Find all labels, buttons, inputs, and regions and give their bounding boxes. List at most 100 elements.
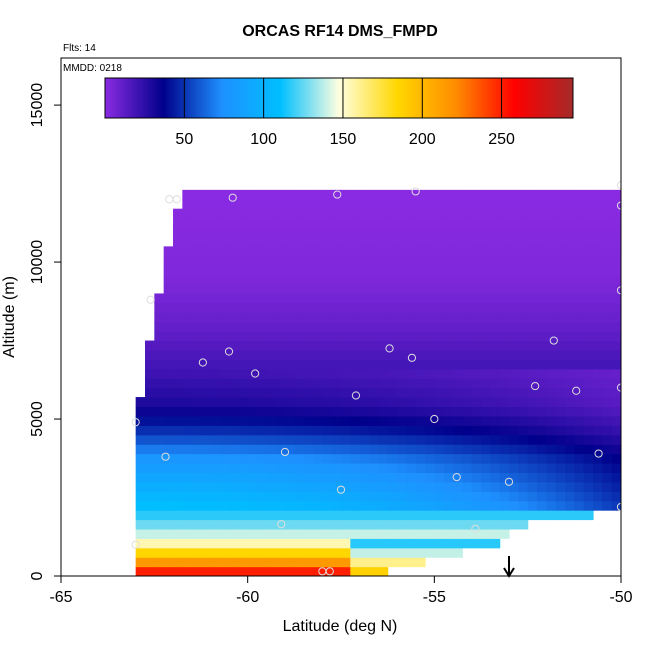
heatmap-cell	[201, 218, 211, 229]
heatmap-cell	[303, 349, 314, 360]
heatmap-cell	[415, 189, 426, 200]
heatmap-cell	[210, 425, 221, 436]
heatmap-cell	[611, 462, 621, 473]
heatmap-cell	[425, 218, 435, 229]
heatmap-cell	[350, 255, 361, 266]
heatmap-cell	[257, 481, 267, 492]
heatmap-cell	[154, 519, 165, 530]
heatmap-cell	[247, 359, 258, 370]
heatmap-cell	[527, 218, 538, 229]
heatmap-cell	[471, 397, 482, 408]
heatmap-cell	[303, 397, 314, 408]
heatmap-cell	[574, 500, 585, 511]
heatmap-cell	[331, 359, 342, 370]
heatmap-cell	[453, 444, 463, 455]
heatmap-cell	[425, 321, 435, 332]
heatmap-cell	[471, 236, 482, 247]
heatmap-cell	[154, 462, 165, 473]
heatmap-cell	[471, 189, 482, 200]
sample-point	[572, 386, 581, 395]
heatmap-cell	[369, 528, 379, 539]
heatmap-cell	[387, 236, 398, 247]
heatmap-cell	[555, 510, 566, 521]
heatmap-cell	[555, 274, 566, 285]
heatmap-cell	[397, 255, 407, 266]
heatmap-cell	[397, 227, 407, 238]
heatmap-cell	[518, 302, 529, 313]
heatmap-cell	[247, 368, 258, 379]
heatmap-cell	[229, 425, 239, 436]
heatmap-cell	[285, 312, 295, 323]
heatmap-cell	[341, 265, 351, 276]
heatmap-cell	[266, 199, 277, 210]
heatmap-cell	[247, 246, 258, 257]
heatmap-cell	[322, 387, 333, 398]
heatmap-cell	[191, 491, 202, 502]
heatmap-cell	[555, 189, 566, 200]
heatmap-cell	[238, 208, 249, 219]
heatmap-cell	[471, 500, 482, 511]
heatmap-cell	[350, 481, 361, 492]
heatmap-cell	[257, 208, 267, 219]
heatmap-cell	[210, 340, 221, 351]
heatmap-cell	[425, 472, 435, 483]
heatmap-cell	[499, 378, 510, 389]
heatmap-cell	[229, 481, 239, 492]
heatmap-cell	[145, 387, 155, 398]
heatmap-cell	[135, 434, 146, 445]
heatmap-cell	[499, 500, 510, 511]
colorbar-tick-label-150: 150	[330, 131, 357, 148]
heatmap-cell	[415, 302, 426, 313]
heatmap-cell	[406, 406, 417, 417]
heatmap-cell	[481, 302, 491, 313]
heatmap-cell	[294, 265, 305, 276]
heatmap-cell	[350, 349, 361, 360]
heatmap-cell	[555, 500, 566, 511]
heatmap-cell	[303, 519, 314, 530]
heatmap-cell	[238, 340, 249, 351]
heatmap-cell	[499, 218, 510, 229]
heatmap-cell	[266, 246, 277, 257]
heatmap-cell	[499, 387, 510, 398]
heatmap-cell	[490, 425, 501, 436]
heatmap-cell	[275, 302, 286, 313]
heatmap-cell	[518, 397, 529, 408]
heatmap-cell	[173, 500, 183, 511]
heatmap-cell	[406, 472, 417, 483]
heatmap-cell	[499, 510, 510, 521]
heatmap-cell	[406, 387, 417, 398]
heatmap-cell	[285, 406, 295, 417]
heatmap-cell	[527, 227, 538, 238]
heatmap-cell	[145, 453, 155, 464]
heatmap-cell	[359, 199, 370, 210]
heatmap-cell	[583, 397, 594, 408]
heatmap-cell	[611, 218, 621, 229]
heatmap-cell	[602, 274, 613, 285]
heatmap-cell	[173, 453, 183, 464]
heatmap-cell	[397, 519, 407, 530]
heatmap-cell	[565, 265, 575, 276]
heatmap-cell	[285, 340, 295, 351]
heatmap-cell	[415, 331, 426, 342]
marker-arrow-head	[503, 567, 515, 578]
heatmap-cell	[434, 349, 445, 360]
heatmap-cell	[574, 349, 585, 360]
colorbar-tick-label-50: 50	[175, 131, 193, 148]
heatmap-cell	[285, 481, 295, 492]
heatmap-cell	[434, 368, 445, 379]
heatmap-cell	[593, 481, 603, 492]
heatmap-cell	[527, 199, 538, 210]
heatmap-cell	[462, 397, 473, 408]
heatmap-cell	[182, 359, 193, 370]
heatmap-cell	[322, 444, 333, 455]
heatmap-cell	[163, 246, 174, 257]
heatmap-cell	[191, 189, 202, 200]
heatmap-cell	[565, 274, 575, 285]
heatmap-cell	[182, 500, 193, 511]
heatmap-cell	[378, 415, 389, 426]
heatmap-cell	[266, 538, 277, 549]
heatmap-cell	[443, 284, 454, 295]
sample-points	[131, 181, 621, 576]
heatmap-cell	[275, 293, 286, 304]
heatmap-cell	[294, 302, 305, 313]
